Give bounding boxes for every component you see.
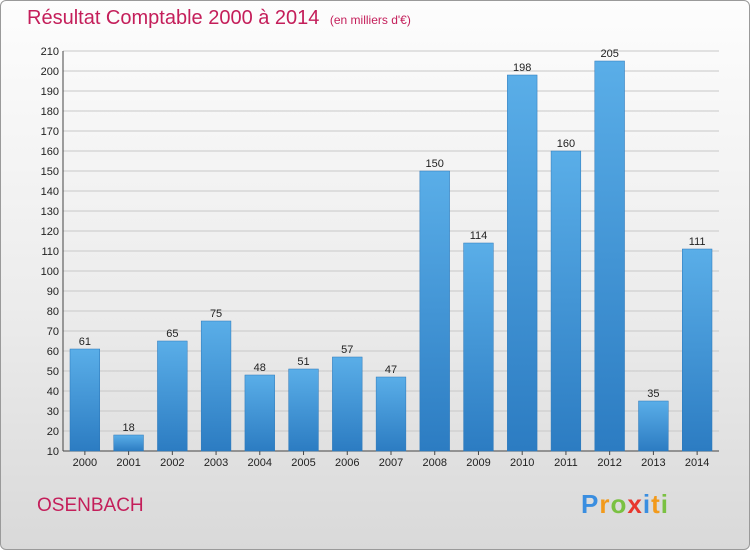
y-tick-label: 50 <box>47 366 59 378</box>
y-tick-label: 190 <box>41 86 59 98</box>
x-tick-label: 2010 <box>510 457 534 469</box>
data-label: 198 <box>513 62 531 74</box>
y-tick-label: 150 <box>41 166 59 178</box>
bar <box>113 434 144 452</box>
bar <box>463 242 494 452</box>
x-tick-label: 2013 <box>641 457 665 469</box>
bar <box>638 400 669 452</box>
logo-letter: P <box>581 489 600 519</box>
x-tick-label: 2008 <box>422 457 446 469</box>
data-label: 65 <box>166 328 178 340</box>
logo-letter: x <box>627 489 643 519</box>
data-label: 160 <box>557 138 575 150</box>
y-tick-label: 110 <box>41 246 59 258</box>
data-label: 114 <box>470 230 488 242</box>
bar <box>507 74 538 452</box>
data-label: 150 <box>426 158 444 170</box>
data-label: 35 <box>647 388 659 400</box>
bar <box>69 348 100 452</box>
logo-letter: i <box>642 489 652 519</box>
labels: 10 20 30 40 50 60 70 80 90 100 110 120 130 140 150 160 1… <box>41 46 710 469</box>
y-tick-label: 40 <box>47 386 59 398</box>
bars <box>69 60 713 452</box>
chart-title-text: Résultat Comptable 2000 à 2014 <box>27 7 320 29</box>
y-tick-label: 210 <box>41 46 59 58</box>
bar <box>550 150 582 452</box>
data-label: 111 <box>689 236 706 248</box>
logo-letter: r <box>599 489 611 519</box>
data-label: 48 <box>254 362 266 374</box>
chart-title: Résultat Comptable 2000 à 2014 (en milli… <box>27 7 411 30</box>
y-tick-label: 30 <box>47 406 59 418</box>
x-tick-label: 2005 <box>291 457 315 469</box>
x-tick-label: 2004 <box>248 457 272 469</box>
y-tick-label: 70 <box>47 326 59 338</box>
y-tick-label: 100 <box>41 266 59 278</box>
x-tick-label: 2003 <box>204 457 228 469</box>
bar <box>594 60 625 452</box>
y-tick-label: 130 <box>41 206 59 218</box>
data-label: 57 <box>341 344 353 356</box>
y-tick-label: 200 <box>41 66 59 78</box>
data-label: 47 <box>385 364 397 376</box>
x-tick-label: 2002 <box>160 457 184 469</box>
x-tick-label: 2012 <box>597 457 621 469</box>
data-label: 61 <box>79 336 91 348</box>
proxiti-logo: Proxiti <box>581 489 669 520</box>
data-label: 18 <box>122 422 134 434</box>
logo-letter: o <box>610 489 628 519</box>
bar <box>244 374 275 452</box>
commune-name: OSENBACH <box>37 495 144 516</box>
y-tick-label: 10 <box>47 446 59 458</box>
y-tick-label: 140 <box>41 186 59 198</box>
bar <box>288 368 319 452</box>
y-tick-label: 90 <box>47 286 59 298</box>
x-tick-label: 2007 <box>379 457 403 469</box>
bar <box>157 340 188 452</box>
y-tick-label: 160 <box>41 146 59 158</box>
y-tick-label: 180 <box>41 106 59 118</box>
x-tick-label: 2006 <box>335 457 359 469</box>
x-tick-label: 2001 <box>116 457 140 469</box>
bar <box>332 356 363 452</box>
x-tick-label: 2014 <box>685 457 709 469</box>
bar <box>200 320 232 452</box>
data-label: 205 <box>600 48 618 60</box>
bar <box>375 376 407 452</box>
y-tick-label: 80 <box>47 306 59 318</box>
logo-letter: i <box>660 489 669 519</box>
logo-letter: t <box>651 489 661 519</box>
chart-unit: (en milliers d'€) <box>329 13 411 27</box>
x-tick-label: 2011 <box>554 457 578 469</box>
x-tick-label: 2000 <box>73 457 97 469</box>
y-tick-label: 170 <box>41 126 59 138</box>
y-tick-label: 20 <box>47 426 59 438</box>
x-tick-label: 2009 <box>466 457 490 469</box>
bar <box>682 248 713 452</box>
y-tick-label: 60 <box>47 346 59 358</box>
y-tick-label: 120 <box>41 226 59 238</box>
data-label: 75 <box>210 308 222 320</box>
data-label: 51 <box>297 356 309 368</box>
bar <box>419 170 450 452</box>
